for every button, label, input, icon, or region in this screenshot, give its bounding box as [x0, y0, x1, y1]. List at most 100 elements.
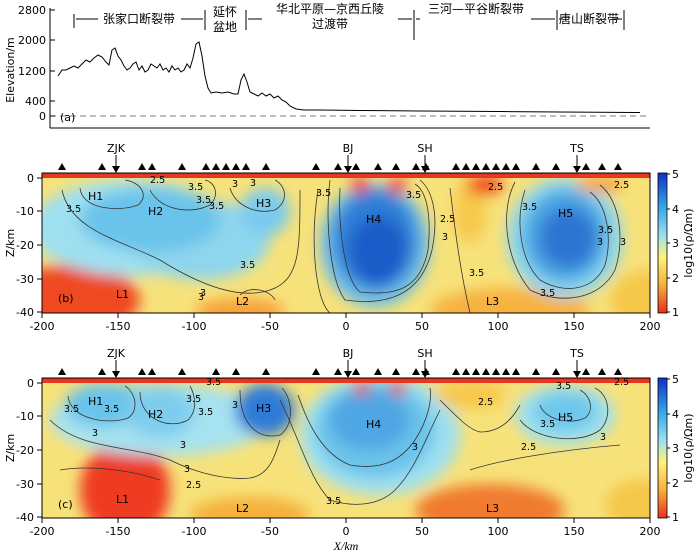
elev-tick-0: 0 [39, 110, 46, 123]
colorbar-b: 5 4 3 2 1 log10(ρ/Ωm) [657, 168, 695, 319]
svg-text:3.5: 3.5 [598, 225, 613, 236]
colorbar-label-c: log10(ρ/Ωm) [682, 413, 695, 482]
elevation-axis-label: Elevation/m [4, 37, 17, 103]
svg-text:3.5: 3.5 [240, 260, 255, 271]
zone-yanhuai-line2: 盆地 [213, 20, 237, 34]
panel-c-z-ticks: 0 -10 -20 -30 -40 [16, 377, 42, 524]
panel-a-elevation: Elevation/m 2800 2000 1200 400 0 (a) [4, 1, 650, 129]
station-bj-b: BJ [343, 142, 354, 155]
panel-c-colormap [42, 378, 650, 518]
body-h2-c: H2 [148, 408, 163, 421]
panel-c-resistivity: ZJK BJ SH TS H1 H2 H3 H4 H5 L1 L2 L3 (c)… [41, 347, 651, 519]
body-l2-c: L2 [236, 502, 249, 515]
panel-b-station-markers [58, 163, 622, 170]
svg-text:3.5: 3.5 [188, 182, 203, 193]
svg-text:-10: -10 [16, 205, 34, 218]
panel-b-axes: Z/km 0 -10 -20 -30 -40 -200 -150 -100 -5… [4, 172, 661, 333]
svg-text:0: 0 [343, 525, 350, 538]
svg-text:3.5: 3.5 [316, 188, 331, 199]
svg-text:3.5: 3.5 [104, 404, 119, 415]
svg-text:3: 3 [184, 464, 190, 475]
panel-c-letter: (c) [58, 498, 73, 511]
svg-text:-40: -40 [16, 306, 34, 319]
elevation-profile [57, 41, 641, 113]
body-h3-b: H3 [256, 197, 271, 210]
svg-text:3.5: 3.5 [326, 496, 341, 507]
svg-text:3: 3 [442, 232, 448, 243]
body-l3-c: L3 [486, 502, 499, 515]
svg-text:150: 150 [564, 320, 585, 333]
svg-text:2.5: 2.5 [488, 182, 503, 193]
svg-text:0: 0 [27, 172, 34, 185]
svg-text:3.5: 3.5 [406, 190, 421, 201]
svg-text:100: 100 [488, 320, 509, 333]
colorbar-label-b: log10(ρ/Ωm) [682, 208, 695, 277]
panel-b-letter: (b) [58, 292, 74, 305]
svg-text:-50: -50 [261, 320, 279, 333]
svg-text:3.5: 3.5 [66, 204, 81, 215]
svg-text:3: 3 [620, 237, 626, 248]
panel-b-resistivity: ZJK BJ SH TS H1 H2 H3 H4 H5 L1 L2 L3 (b)… [41, 142, 651, 314]
station-bj-c: BJ [343, 347, 354, 360]
zone-tangshan: 唐山断裂带 [559, 11, 619, 26]
zone-yanhuai-line1: 延怀 [213, 5, 237, 19]
svg-text:2.5: 2.5 [478, 397, 493, 408]
svg-text:3: 3 [200, 288, 206, 299]
svg-text:3.5: 3.5 [198, 407, 213, 418]
svg-text:50: 50 [415, 525, 429, 538]
svg-text:50: 50 [415, 320, 429, 333]
svg-text:3.5: 3.5 [522, 202, 537, 213]
body-h5-c: H5 [558, 411, 573, 424]
svg-text:2: 2 [672, 272, 679, 285]
panel-c-x-ticks: -200 -150 -100 -50 0 50 100 150 200 [30, 518, 661, 538]
panel-c-axes: Z/km 0 -10 -20 -30 -40 -200 -150 -100 -5… [4, 377, 661, 553]
svg-text:3.5: 3.5 [540, 419, 555, 430]
svg-text:3.5: 3.5 [196, 195, 211, 206]
elevation-y-ticks: 2800 2000 1200 400 0 [18, 4, 55, 123]
z-axis-label-b: Z/km [4, 229, 17, 257]
svg-text:2.5: 2.5 [521, 442, 536, 453]
body-l2-b: L2 [236, 295, 249, 308]
panel-a-letter: (a) [60, 111, 75, 124]
body-l3-b: L3 [486, 295, 499, 308]
svg-text:3: 3 [250, 178, 256, 189]
svg-text:2.5: 2.5 [186, 480, 201, 491]
elev-tick-2800: 2800 [18, 4, 46, 17]
body-h3-c: H3 [256, 402, 271, 415]
station-zjk-c: ZJK [107, 347, 126, 360]
svg-text:2.5: 2.5 [614, 180, 629, 191]
svg-text:3: 3 [232, 179, 238, 190]
svg-text:3: 3 [92, 428, 98, 439]
svg-text:2.5: 2.5 [440, 214, 455, 225]
panel-c-contour-labels: 3.5 3 3.5 3.5 3.5 3 3 2.5 3.5 3 3 2.5 2.… [64, 377, 629, 507]
svg-text:3.5: 3.5 [469, 268, 484, 279]
zone-zhangjiakou: 张家口断裂带 [103, 11, 175, 26]
station-zjk-b: ZJK [107, 142, 126, 155]
svg-text:3: 3 [232, 400, 238, 411]
panel-c-station-arrows [112, 360, 581, 378]
svg-text:5: 5 [672, 373, 679, 386]
svg-text:100: 100 [488, 525, 509, 538]
svg-text:1: 1 [672, 306, 679, 319]
zone-transition-line1: 华北平原—京西丘陵 [276, 2, 384, 16]
elev-tick-1200: 1200 [18, 65, 46, 78]
station-sh-b: SH [417, 142, 432, 155]
svg-text:3.5: 3.5 [186, 394, 201, 405]
svg-text:3: 3 [672, 237, 679, 250]
body-h1-b: H1 [88, 190, 103, 203]
z-axis-label-c: Z/km [4, 434, 17, 462]
svg-text:-20: -20 [16, 239, 34, 252]
svg-text:200: 200 [640, 525, 661, 538]
svg-text:5: 5 [672, 168, 679, 181]
svg-text:3: 3 [198, 292, 204, 303]
station-ts-b: TS [569, 142, 584, 155]
svg-text:3: 3 [597, 237, 603, 248]
colorbar-c: 5 4 3 2 1 log10(ρ/Ωm) [657, 373, 695, 524]
svg-text:3.5: 3.5 [64, 404, 79, 415]
zone-brackets [73, 10, 625, 40]
svg-text:-200: -200 [30, 320, 55, 333]
svg-text:3.5: 3.5 [209, 201, 224, 212]
panel-c-station-markers [58, 368, 622, 375]
svg-text:2: 2 [672, 477, 679, 490]
svg-text:3.5: 3.5 [206, 377, 221, 388]
